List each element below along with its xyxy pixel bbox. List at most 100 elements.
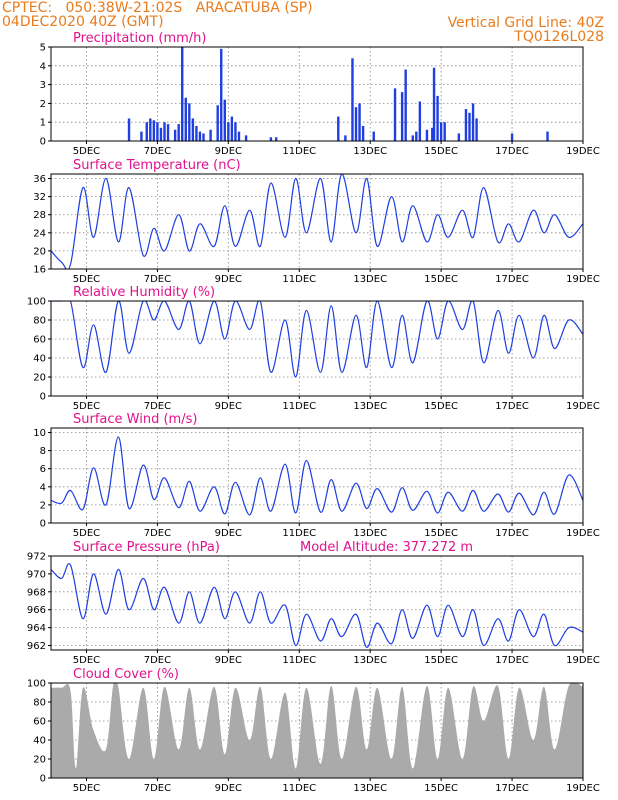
y-tick-label: 100 xyxy=(27,297,46,308)
precip-bar xyxy=(361,125,365,141)
x-tick-label: 19DEC xyxy=(566,274,600,285)
precip-bar xyxy=(468,112,471,141)
y-tick-label: 0 xyxy=(40,392,46,403)
panel-title: Relative Humidity (%) xyxy=(73,285,215,300)
x-tick-label: 13DEC xyxy=(353,274,387,285)
precip-bar xyxy=(191,118,195,141)
precip-bar xyxy=(354,107,358,141)
x-tick-label: 9DEC xyxy=(215,655,242,666)
y-tick-label: 20 xyxy=(33,373,46,384)
x-tick-label: 5DEC xyxy=(73,783,100,794)
x-tick-label: 5DEC xyxy=(73,146,100,157)
precip-bar xyxy=(443,122,446,141)
x-tick-label: 7DEC xyxy=(144,274,171,285)
y-tick-label: 80 xyxy=(33,316,46,327)
y-tick-label: 6 xyxy=(40,464,46,475)
y-tick-label: 5 xyxy=(40,43,46,54)
precip-bar xyxy=(415,131,418,141)
x-tick-label: 11DEC xyxy=(282,528,316,539)
x-tick-label: 13DEC xyxy=(353,528,387,539)
header-model-id: TQ0126L028 xyxy=(514,29,604,45)
precip-bar xyxy=(145,122,148,141)
precip-bar xyxy=(173,129,177,141)
precip-bar xyxy=(546,131,549,141)
precip-bar xyxy=(184,97,187,141)
x-tick-label: 5DEC xyxy=(73,655,100,666)
precip-bar xyxy=(275,137,278,141)
precip-bar xyxy=(188,103,191,141)
precip-bar xyxy=(237,131,241,141)
precip-bar xyxy=(195,125,198,141)
precip-bar xyxy=(163,122,166,141)
x-tick-label: 17DEC xyxy=(495,528,529,539)
x-tick-label: 13DEC xyxy=(353,783,387,794)
precip-bar xyxy=(411,135,414,141)
precip-bar xyxy=(202,133,205,141)
y-tick-label: 970 xyxy=(27,569,46,580)
x-tick-label: 17DEC xyxy=(495,783,529,794)
x-tick-label: 11DEC xyxy=(282,783,316,794)
precip-bar xyxy=(152,120,156,141)
x-tick-label: 15DEC xyxy=(424,783,458,794)
precip-bar xyxy=(418,101,422,141)
precip-bar xyxy=(475,118,478,141)
panel-annotation: Model Altitude: 377.272 m xyxy=(300,540,473,555)
x-tick-label: 19DEC xyxy=(566,146,600,157)
panel-title: Surface Temperature (nC) xyxy=(73,158,241,173)
precip-bar xyxy=(431,127,434,141)
x-tick-label: 5DEC xyxy=(73,528,100,539)
y-tick-label: 60 xyxy=(33,717,46,728)
panel-1: Surface Temperature (nC) 16 20 24 28 32 36 5DEC… xyxy=(33,158,600,285)
x-tick-label: 15DEC xyxy=(424,146,458,157)
y-tick-label: 972 xyxy=(27,552,46,563)
precip-bar xyxy=(464,109,468,141)
plot-area xyxy=(127,47,549,141)
x-tick-label: 19DEC xyxy=(566,655,600,666)
panel-frame xyxy=(50,427,584,524)
panel-title: Surface Wind (m/s) xyxy=(73,412,197,427)
precip-bar xyxy=(230,116,234,141)
precip-bar xyxy=(344,135,347,141)
y-tick-label: 2 xyxy=(40,500,46,511)
precip-bar xyxy=(149,118,152,141)
x-tick-label: 15DEC xyxy=(424,655,458,666)
precip-bar xyxy=(223,99,226,141)
panel-3: Surface Wind (m/s) 0 2 4 6 8 10 5DEC 7DEC 9DEC 11D… xyxy=(33,412,600,539)
x-tick-label: 15DEC xyxy=(424,528,458,539)
x-tick-label: 5DEC xyxy=(73,274,100,285)
x-tick-label: 5DEC xyxy=(73,401,100,412)
y-tick-label: 4 xyxy=(40,482,46,493)
panel-frame xyxy=(50,682,584,779)
precip-bar xyxy=(234,122,237,141)
x-tick-label: 15DEC xyxy=(424,274,458,285)
y-tick-label: 0 xyxy=(40,519,46,530)
y-tick-label: 80 xyxy=(33,698,46,709)
x-tick-label: 9DEC xyxy=(215,783,242,794)
x-tick-label: 17DEC xyxy=(495,274,529,285)
x-tick-label: 7DEC xyxy=(144,783,171,794)
precip-bar xyxy=(181,47,184,141)
precip-bar xyxy=(127,118,131,141)
y-tick-label: 40 xyxy=(33,354,46,365)
y-tick-label: 8 xyxy=(40,446,46,457)
precip-bar xyxy=(510,133,514,141)
precip-bar xyxy=(457,133,461,141)
y-tick-label: 40 xyxy=(33,736,46,747)
precip-bar xyxy=(337,116,340,141)
panel-frame xyxy=(50,555,584,651)
x-tick-label: 7DEC xyxy=(144,528,171,539)
plot-area xyxy=(51,174,583,269)
precip-bar xyxy=(209,129,212,141)
header-date: 04DEC2020 40Z (GMT) xyxy=(2,14,164,30)
precip-bar xyxy=(159,127,163,141)
precip-bar xyxy=(358,103,361,141)
precip-bar xyxy=(269,137,273,141)
y-tick-label: 2 xyxy=(40,99,46,110)
x-tick-label: 11DEC xyxy=(282,401,316,412)
x-tick-label: 13DEC xyxy=(353,146,387,157)
precip-bar xyxy=(471,103,475,141)
panel-0: Precipitation (mm/h) 0 1 2 3 4 5 5DEC 7DEC 9DEC 11… xyxy=(40,31,600,157)
y-tick-label: 20 xyxy=(33,246,46,257)
series-line xyxy=(51,562,583,648)
